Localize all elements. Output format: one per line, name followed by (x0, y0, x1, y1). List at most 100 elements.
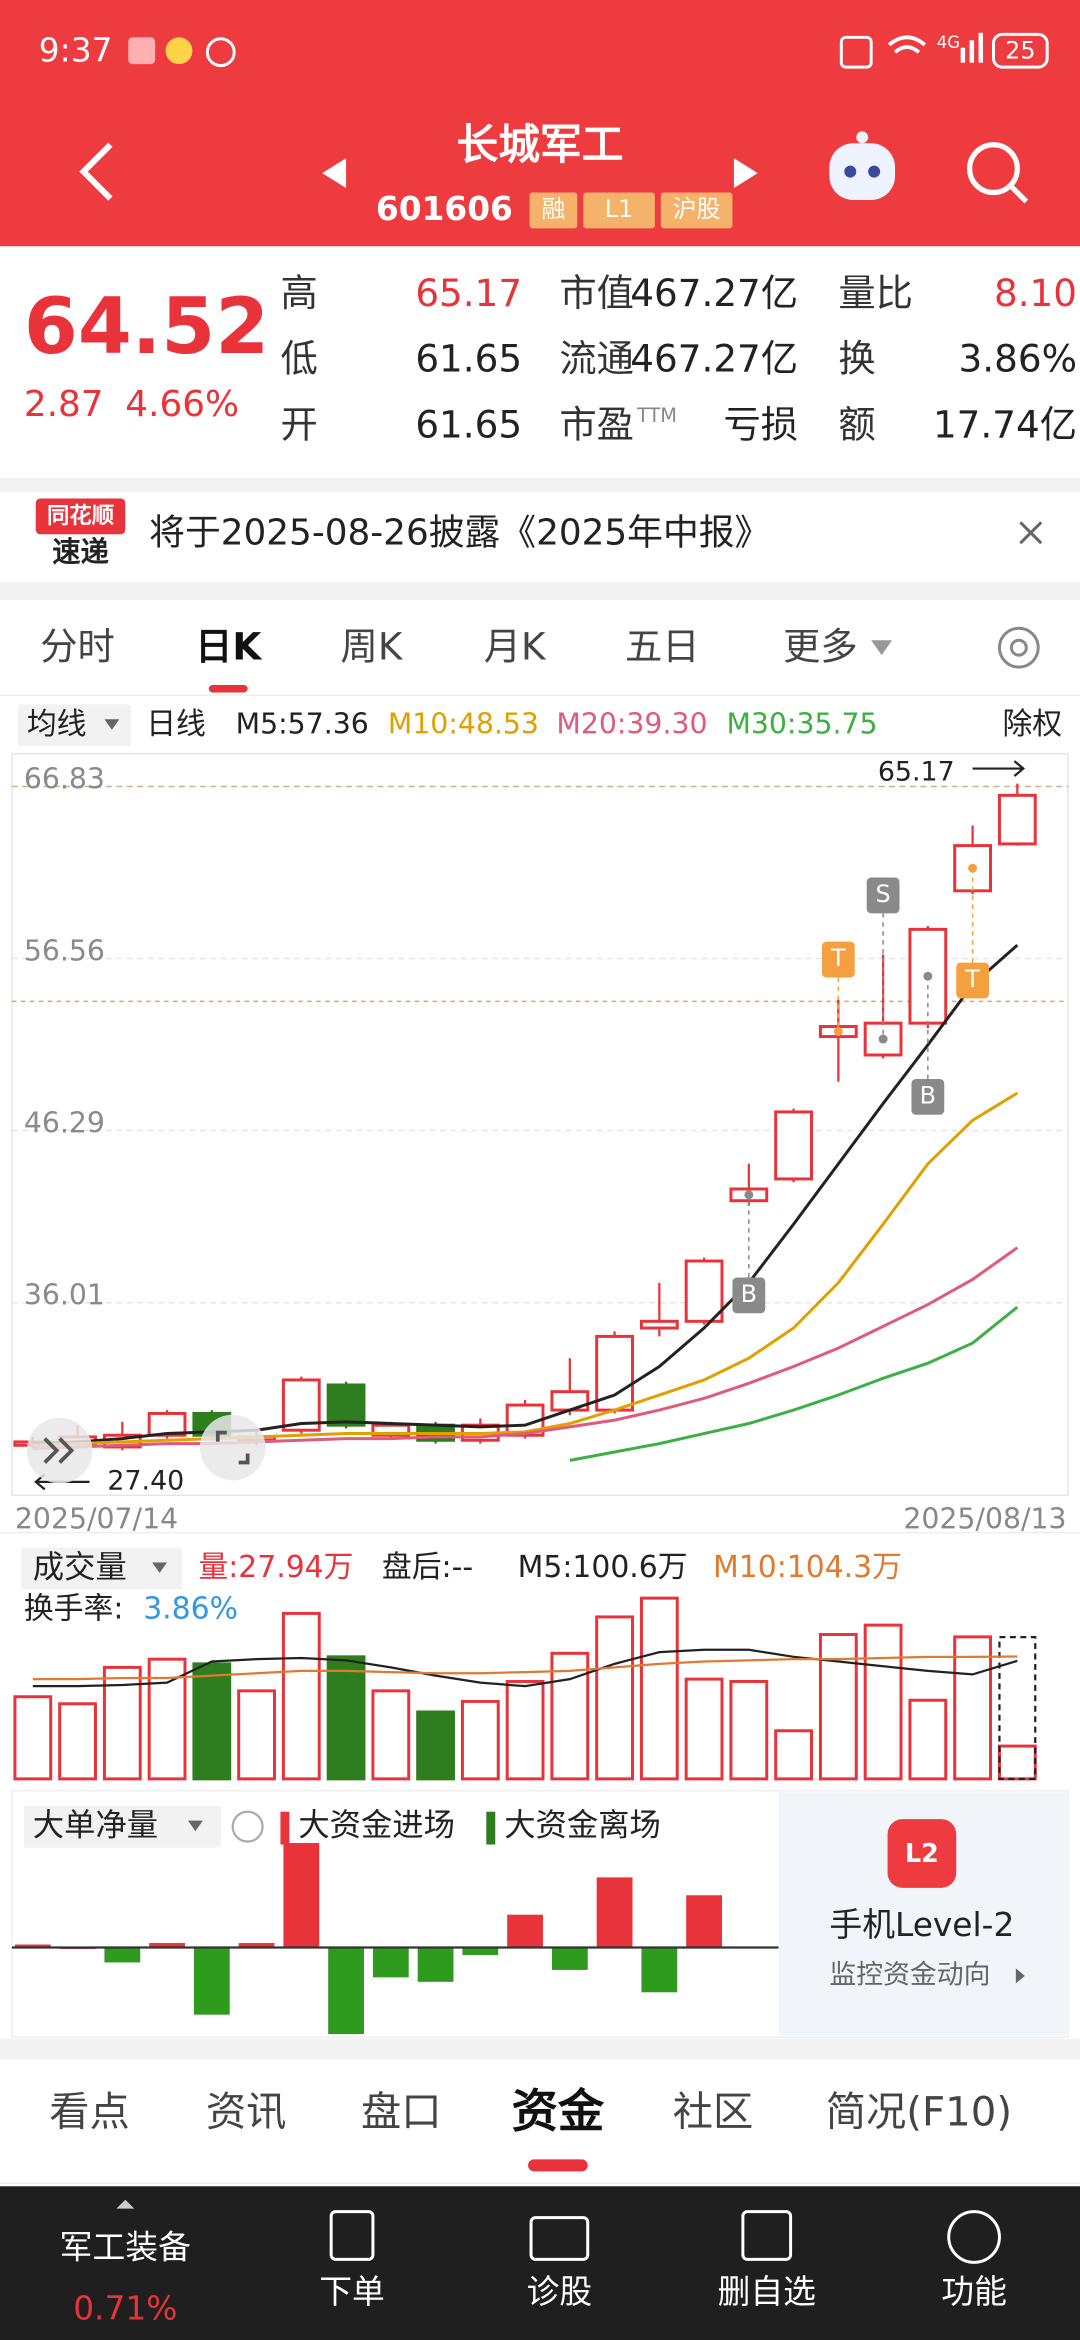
y-tick-label: 66.83 (24, 762, 105, 795)
signal-dot (923, 971, 933, 981)
current-volume-box (998, 1635, 1037, 1780)
nav-item[interactable]: 功能 (941, 2273, 1007, 2311)
tab-underline (208, 684, 248, 693)
notice-logo (35, 498, 126, 535)
netflow-title[interactable]: 大单净量 (33, 1808, 158, 1844)
help-icon[interactable] (231, 1810, 264, 1843)
candle-body (326, 1383, 366, 1427)
signal-text: B (920, 1081, 936, 1109)
ma-button[interactable]: 均线 (27, 707, 87, 742)
tag: L1 (605, 195, 633, 223)
settings-icon (1009, 638, 1028, 657)
tag-bg (529, 192, 578, 229)
nav-item[interactable]: 诊股 (527, 2273, 593, 2311)
nav-items: 下单 诊股 删自选 功能 (319, 2273, 1007, 2311)
level2-title: 手机Level-2 (829, 1906, 1014, 1944)
volume-bar (908, 1698, 948, 1781)
nav-item[interactable]: 下单 (319, 2273, 385, 2311)
stat-value: 61.65 (415, 402, 522, 446)
signal-badge (866, 877, 900, 914)
bottom-tab[interactable]: 盘口 (361, 2090, 442, 2136)
dropdown-arrow (152, 1562, 168, 1573)
sector-name[interactable]: 军工装备 (60, 2228, 191, 2266)
bottom-tab-underline (528, 2159, 588, 2172)
bottom-tab[interactable]: 资金 (512, 2084, 605, 2138)
volume-bar (326, 1655, 366, 1781)
candle-body (639, 1319, 679, 1330)
volume-bar (58, 1702, 97, 1781)
start-date: 2025/07/14 (15, 1503, 178, 1536)
chart-tab[interactable]: 月K (484, 625, 547, 669)
tag: 沪股 (673, 195, 721, 223)
notice-logo-text: 速递 (52, 536, 109, 569)
status-icon (165, 37, 193, 65)
kline-chart: 66.83 56.56 46.29 36.01 S T T B B 65.17 27.40 (11, 757, 1069, 1496)
chart-tab[interactable]: 分时 (40, 625, 115, 669)
stat-label: 流通 (559, 337, 634, 381)
status-icon (128, 37, 156, 65)
chart-tab[interactable]: 周K (341, 625, 404, 669)
bottom-tab[interactable]: 社区 (673, 2090, 754, 2136)
netflow-bar (507, 1914, 543, 1948)
turnover: 3.86% (143, 1592, 238, 1627)
stock-name: 长城军工 (456, 120, 623, 169)
stat-label: 量比 (838, 271, 913, 315)
notice-close[interactable] (1019, 521, 1043, 545)
robot-antenna (856, 131, 869, 144)
stat-value: 亏损 (723, 402, 798, 446)
back-button[interactable] (79, 142, 113, 201)
nav-icon (947, 2210, 1001, 2264)
status-time: 9:37 (39, 32, 113, 70)
chart-tab[interactable]: 日K (195, 625, 263, 669)
nav-item[interactable]: 删自选 (718, 2273, 816, 2311)
netflow-bar (417, 1947, 454, 1982)
candle-body (774, 1110, 813, 1181)
volume-chart (13, 1596, 1037, 1781)
fullscreen-button[interactable] (199, 1414, 266, 1481)
bottom-tab[interactable]: 资讯 (206, 2090, 287, 2136)
volume-ma5 (32, 1648, 1018, 1688)
scroll-button[interactable] (26, 1417, 93, 1484)
ma-button-bg[interactable] (17, 704, 132, 747)
legend-swatch (280, 1811, 290, 1845)
divider (0, 582, 1080, 600)
chart-tab[interactable]: 更多 (783, 625, 858, 669)
signal-text: B (741, 1280, 757, 1308)
divider (0, 477, 1080, 493)
netflow-button-bg[interactable] (23, 1805, 221, 1848)
ex-rights[interactable]: 除权 (1002, 707, 1062, 742)
price-change: 2.87 (24, 384, 104, 425)
volume-button-bg[interactable] (20, 1547, 182, 1590)
next-stock[interactable] (733, 158, 758, 189)
signal-badge (821, 941, 855, 978)
bottom-tab[interactable]: 看点 (49, 2090, 130, 2136)
end-date: 2025/08/13 (903, 1503, 1066, 1536)
volume-title[interactable]: 成交量 (33, 1549, 127, 1585)
ma-line (32, 1091, 1019, 1447)
signal-badge (956, 962, 990, 999)
netflow-bar (372, 1947, 409, 1978)
volume-amount: 量:27.94万 (198, 1550, 353, 1585)
netflow-bar (104, 1947, 141, 1963)
netflow-bar (462, 1947, 499, 1955)
high-arrow (972, 760, 1026, 777)
stat-label: 市值 (559, 271, 634, 315)
bottom-tab[interactable]: 简况(F10) (826, 2090, 1012, 2136)
netflow-bar (283, 1843, 320, 1948)
netflow-bar (238, 1943, 275, 1948)
tags: 融 L1 沪股 (529, 192, 733, 229)
stock-code: 601606 (376, 190, 513, 228)
level2-subtitle: 监控资金动向 (829, 1959, 990, 1990)
chart-tab[interactable]: 五日 (625, 625, 700, 669)
settings-button[interactable] (997, 626, 1040, 669)
prev-stock[interactable] (322, 158, 347, 189)
stat-label: 低 (280, 337, 317, 381)
notice-text: 将于2025-08-26披露《2025年中报》 (149, 512, 770, 553)
volume-bar (550, 1651, 590, 1781)
volume-bar (281, 1611, 321, 1781)
volume-bar (416, 1710, 455, 1781)
ma-value: M5:57.36 (236, 707, 369, 740)
signal-text: S (876, 880, 891, 908)
search-button[interactable] (967, 142, 1020, 196)
robot-icon[interactable] (829, 143, 896, 200)
